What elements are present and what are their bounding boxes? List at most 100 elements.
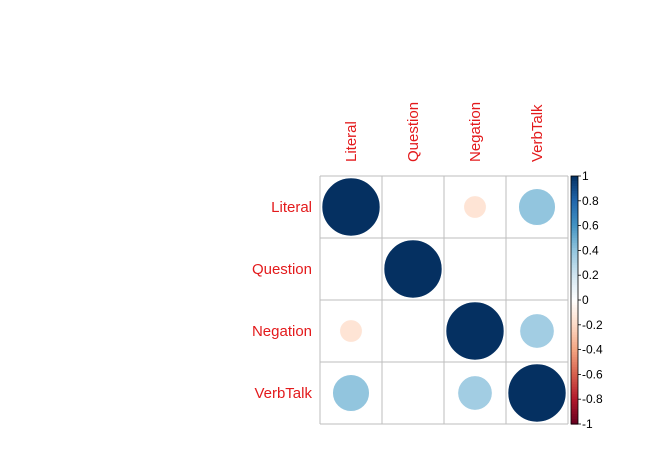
column-label: Question bbox=[405, 102, 422, 162]
colorbar-segment bbox=[571, 401, 578, 405]
colorbar-segment bbox=[571, 242, 578, 247]
grid bbox=[319, 175, 569, 425]
colorbar-segment bbox=[571, 210, 578, 214]
colorbar-segment bbox=[571, 322, 578, 326]
row-labels: Literal Question Negation VerbTalk bbox=[252, 199, 313, 402]
colorbar-segment bbox=[571, 366, 578, 371]
corr-circle-literal-verbtalk bbox=[518, 188, 556, 226]
colorbar-segment bbox=[571, 371, 578, 375]
colorbar-segment bbox=[571, 292, 578, 296]
colorbar-segment bbox=[571, 334, 578, 338]
colorbar-tick-label: 0 bbox=[582, 293, 589, 307]
colorbar-segment bbox=[571, 277, 578, 281]
colorbar-segment bbox=[571, 176, 578, 180]
colorbar-segment bbox=[571, 287, 578, 291]
colorbar-segment bbox=[571, 362, 578, 366]
colorbar-segment bbox=[571, 265, 578, 269]
colorbar-segment bbox=[571, 233, 578, 237]
colorbar-segment bbox=[571, 421, 578, 425]
colorbar-segment bbox=[571, 307, 578, 311]
colorbar-tick-label: -0.8 bbox=[582, 392, 603, 406]
colorbar-segment bbox=[571, 409, 578, 413]
colorbar-segment bbox=[571, 205, 578, 209]
colorbar-segment bbox=[571, 327, 578, 331]
colorbar-segment bbox=[571, 369, 578, 373]
colorbar-segment bbox=[571, 391, 578, 395]
colorbar-segment bbox=[571, 213, 578, 217]
colorbar-segment bbox=[571, 349, 578, 353]
colorbar-segment bbox=[571, 245, 578, 249]
colorbar-segment bbox=[571, 250, 578, 254]
corr-circle-verbtalk-negation bbox=[457, 375, 493, 411]
colorbar-segment bbox=[571, 188, 578, 192]
colorbar-segment bbox=[571, 200, 578, 204]
colorbar-segment bbox=[571, 354, 578, 358]
colorbar-segment bbox=[571, 285, 578, 289]
colorbar-segment bbox=[571, 225, 578, 229]
colorbar-segment bbox=[571, 396, 578, 400]
colorbar-segment bbox=[571, 270, 578, 274]
colorbar-segment bbox=[571, 364, 578, 368]
colorbar-segment bbox=[571, 314, 578, 318]
colorbar-segment bbox=[571, 302, 578, 306]
colorbar-segment bbox=[571, 295, 578, 299]
colorbar-segment bbox=[571, 215, 578, 219]
colorbar-segment bbox=[571, 419, 578, 423]
colorbar-segment bbox=[571, 386, 578, 390]
colorbar-segment bbox=[571, 260, 578, 264]
colorbar-segment bbox=[571, 342, 578, 346]
colorbar-segment bbox=[571, 238, 578, 242]
colorbar-segment bbox=[571, 195, 578, 199]
colorbar-segment bbox=[571, 414, 578, 418]
colorbar-segment bbox=[571, 312, 578, 316]
colorbar-segment bbox=[571, 240, 578, 244]
colorbar-segment bbox=[571, 247, 578, 251]
colorbar-segment bbox=[571, 185, 578, 189]
colorbar-segment bbox=[571, 376, 578, 380]
colorbar-segment bbox=[571, 406, 578, 410]
colorbar-tick-label: 0.6 bbox=[582, 219, 599, 233]
colorbar-segment bbox=[571, 203, 578, 207]
colorbar-segment bbox=[571, 359, 578, 363]
colorbar-segment bbox=[571, 257, 578, 261]
column-label: Negation bbox=[467, 102, 484, 162]
column-label: VerbTalk bbox=[529, 104, 546, 162]
colorbar-segment bbox=[571, 223, 578, 227]
colorbar-segment bbox=[571, 220, 578, 224]
colorbar-segment bbox=[571, 290, 578, 294]
colorbar-segment bbox=[571, 374, 578, 378]
colorbar-tick-label: 0.8 bbox=[582, 194, 599, 208]
colorbar-segment bbox=[571, 193, 578, 197]
colorbar-segment bbox=[571, 272, 578, 276]
colorbar-tick-label: -1 bbox=[582, 417, 593, 431]
colorbar-segment bbox=[571, 304, 578, 309]
colorbar-segment bbox=[571, 228, 578, 232]
colorbar-segment bbox=[571, 329, 578, 333]
colorbar-segment bbox=[571, 183, 578, 187]
colorbar-segment bbox=[571, 344, 578, 348]
corr-circle-literal-literal bbox=[321, 177, 381, 237]
colorbar-segment bbox=[571, 190, 578, 194]
colorbar-segment bbox=[571, 404, 578, 408]
colorbar-segment bbox=[571, 255, 578, 259]
colorbar-segment bbox=[571, 280, 578, 284]
corr-circle-question-question bbox=[383, 239, 443, 299]
colorbar-tick-label: 0.2 bbox=[582, 268, 599, 282]
colorbar-segment bbox=[571, 180, 578, 185]
colorbar-segment bbox=[571, 198, 578, 202]
colorbar-segment bbox=[571, 384, 578, 388]
colorbar-tick-label: -0.4 bbox=[582, 343, 603, 357]
corr-circle-verbtalk-literal bbox=[332, 374, 370, 412]
colorbar-segment bbox=[571, 389, 578, 393]
row-label: Question bbox=[252, 261, 312, 278]
colorbar-segment bbox=[571, 319, 578, 323]
colorbar-tick-label: -0.2 bbox=[582, 318, 603, 332]
colorbar: 1 0.8 0.6 0.4 0.2 0 -0.2 -0.4 -0.6 -0.8 -1 bbox=[570, 169, 603, 431]
colorbar-segment bbox=[571, 218, 578, 222]
colorbar-segment bbox=[571, 337, 578, 341]
colorbar-segment bbox=[571, 300, 578, 304]
corr-circle-negation-literal bbox=[339, 319, 363, 343]
corr-circle-negation-negation bbox=[445, 301, 505, 361]
row-label: Negation bbox=[252, 323, 312, 340]
colorbar-segment bbox=[571, 275, 578, 279]
